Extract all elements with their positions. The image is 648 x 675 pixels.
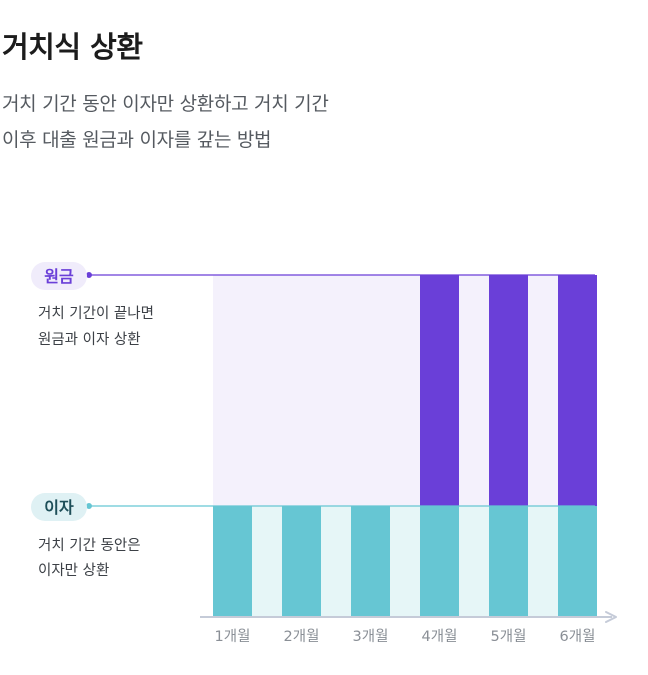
interest-bar <box>420 506 459 616</box>
principal-bar <box>489 275 528 506</box>
interest-guide-dot <box>86 503 92 509</box>
x-tick-label: 2개월 <box>284 628 320 645</box>
x-tick-label: 4개월 <box>422 628 458 645</box>
interest-bar <box>213 506 252 616</box>
principal-note-line-1: 거치 기간이 끝나면 <box>38 305 154 322</box>
chart-description: 거치 기간 동안 이자만 상환하고 거치 기간 이후 대출 원금과 이자를 갚는… <box>2 86 329 158</box>
principal-tag <box>31 262 87 290</box>
interest-bar <box>558 506 597 616</box>
interest-background <box>213 506 595 616</box>
x-tick-label: 5개월 <box>491 628 527 645</box>
principal-guide-dot <box>86 272 92 278</box>
principal-note-line-2: 원금과 이자 상환 <box>38 331 141 348</box>
interest-tag-label: 이자 <box>44 498 74 517</box>
x-tick-label: 3개월 <box>353 628 389 645</box>
x-tick-label: 1개월 <box>215 628 251 645</box>
x-axis-arrow-icon <box>605 611 617 623</box>
interest-bar <box>351 506 390 616</box>
chart-title: 거치식 상환 <box>2 30 143 64</box>
interest-bar <box>282 506 321 616</box>
principal-bar <box>558 275 597 506</box>
interest-note-line-1: 거치 기간 동안은 <box>38 537 141 554</box>
interest-note-line-2: 이자만 상환 <box>38 562 109 579</box>
description-line-1: 거치 기간 동안 이자만 상환하고 거치 기간 <box>2 93 329 115</box>
principal-bar <box>420 275 459 506</box>
interest-bar <box>489 506 528 616</box>
principal-background <box>213 275 595 506</box>
x-tick-label: 6개월 <box>560 628 596 645</box>
description-line-2: 이후 대출 원금과 이자를 갚는 방법 <box>2 129 272 151</box>
interest-tag <box>31 493 87 521</box>
principal-tag-label: 원금 <box>44 267 74 286</box>
